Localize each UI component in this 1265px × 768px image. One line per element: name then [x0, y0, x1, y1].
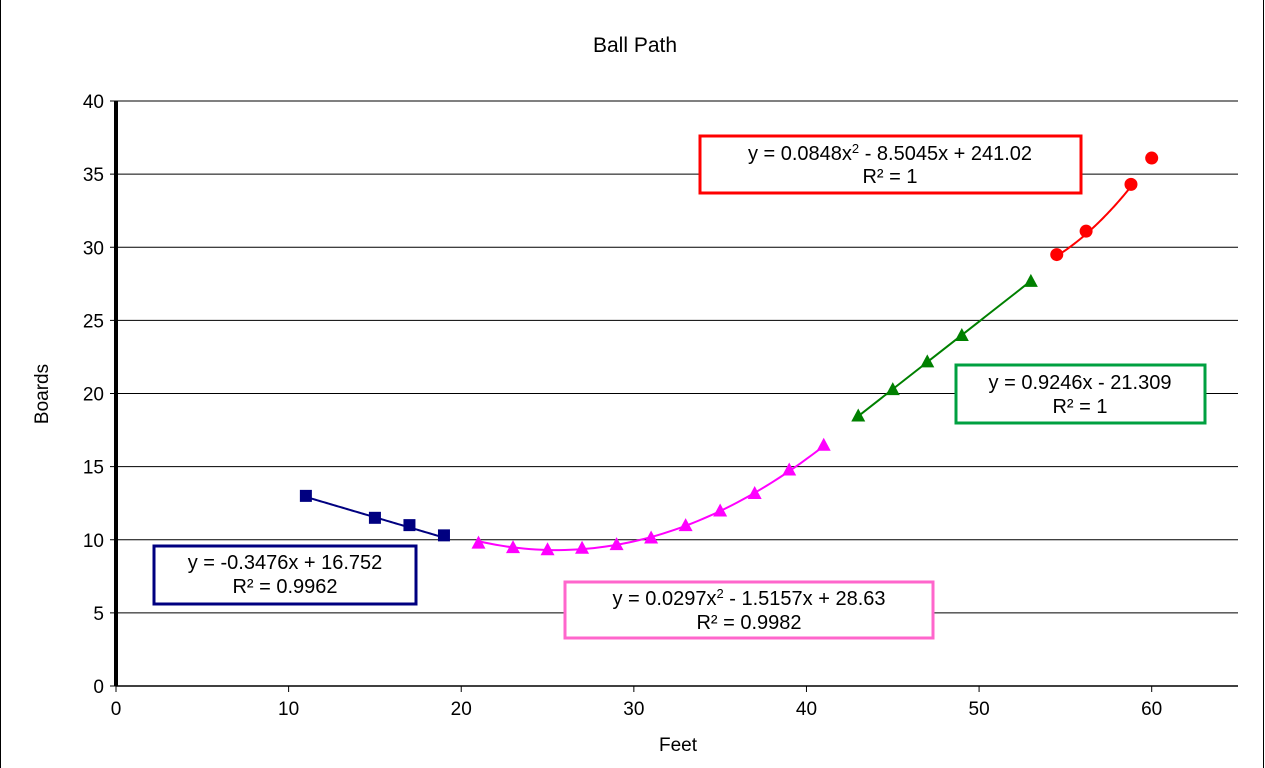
equation-magenta-suffix: - 1.5157x + 28.63 — [724, 588, 886, 610]
data-point-series-1-4 — [609, 537, 624, 551]
equation-red-suffix: - 8.5045x + 241.02 — [859, 143, 1032, 165]
equation-magenta-superscript: 2 — [716, 586, 723, 601]
equation-magenta: y = 0.0297x2 - 1.5157x + 28.63 — [613, 586, 886, 610]
x-tick-label-0: 0 — [111, 699, 122, 720]
y-axis-label: Boards — [32, 364, 53, 424]
y-tick-labels: 0 5 10 15 20 25 30 35 40 — [83, 92, 104, 698]
equation-box-magenta: y = 0.0297x2 - 1.5157x + 28.63 R² = 0.99… — [563, 580, 935, 640]
trendline-series-3 — [1056, 185, 1132, 257]
data-point-series-0-2 — [403, 519, 416, 532]
x-tick-label-30: 30 — [623, 699, 644, 720]
data-point-series-1-8 — [747, 485, 762, 499]
x-tick-label-40: 40 — [796, 699, 817, 720]
axes — [114, 101, 1238, 692]
data-markers — [299, 151, 1159, 556]
data-point-series-2-1 — [885, 382, 900, 396]
data-point-series-1-0 — [471, 535, 486, 549]
x-tick-label-10: 10 — [278, 699, 299, 720]
y-tick-label-0: 0 — [93, 677, 104, 698]
y-tick-label-20: 20 — [83, 385, 104, 406]
data-point-series-1-6 — [678, 518, 693, 532]
data-point-series-3-2 — [1124, 177, 1138, 191]
equation-magenta-prefix: y = 0.0297x — [613, 588, 717, 610]
data-point-series-2-4 — [1023, 273, 1038, 287]
x-tick-label-20: 20 — [451, 699, 472, 720]
data-point-series-0-0 — [299, 489, 312, 502]
x-tick-labels: 0 10 20 30 40 50 60 — [111, 699, 1163, 720]
data-point-series-3-0 — [1050, 248, 1064, 262]
chart-title: Ball Path — [593, 34, 677, 57]
equation-red-prefix: y = 0.0848x — [748, 143, 852, 165]
equation-box-red: y = 0.0848x2 - 8.5045x + 241.02 R² = 1 — [698, 134, 1083, 195]
data-point-series-0-1 — [368, 511, 381, 524]
data-point-series-2-2 — [920, 354, 935, 368]
equation-red-superscript: 2 — [852, 141, 859, 156]
data-point-series-1-7 — [713, 503, 728, 517]
equation-navy: y = -0.3476x + 16.752 — [188, 552, 383, 574]
y-tick-label-40: 40 — [83, 92, 104, 113]
data-point-series-1-3 — [575, 540, 590, 554]
r2-red: R² = 1 — [862, 166, 917, 188]
data-point-series-2-3 — [954, 328, 969, 341]
data-point-series-1-9 — [782, 462, 797, 476]
data-point-series-1-2 — [540, 542, 555, 556]
equation-box-navy: y = -0.3476x + 16.752 R² = 0.9962 — [152, 544, 418, 606]
data-point-series-1-10 — [816, 437, 831, 451]
x-axis-label: Feet — [659, 735, 698, 756]
x-tick-label-50: 50 — [969, 699, 990, 720]
equation-box-green: y = 0.9246x - 21.309 R² = 1 — [954, 363, 1207, 425]
data-point-series-1-1 — [506, 540, 521, 554]
data-point-series-3-3 — [1145, 151, 1159, 165]
page-left-border — [0, 0, 8, 768]
y-tick-label-35: 35 — [83, 165, 104, 186]
y-tick-label-5: 5 — [93, 604, 104, 625]
y-tick-label-15: 15 — [83, 458, 104, 479]
data-point-series-1-5 — [644, 530, 659, 544]
data-point-series-0-3 — [437, 529, 450, 542]
y-tick-label-25: 25 — [83, 311, 104, 332]
equation-green: y = 0.9246x - 21.309 — [989, 372, 1172, 394]
equation-red: y = 0.0848x2 - 8.5045x + 241.02 — [748, 141, 1032, 165]
data-point-series-3-1 — [1079, 224, 1093, 238]
y-tick-label-10: 10 — [83, 531, 104, 552]
r2-navy: R² = 0.9962 — [232, 576, 337, 598]
r2-green: R² = 1 — [1052, 396, 1107, 418]
r2-magenta: R² = 0.9982 — [696, 612, 801, 634]
data-point-series-2-0 — [851, 408, 866, 422]
y-tick-label-30: 30 — [83, 238, 104, 259]
page-right-border — [1263, 0, 1264, 768]
x-tick-label-60: 60 — [1141, 699, 1162, 720]
